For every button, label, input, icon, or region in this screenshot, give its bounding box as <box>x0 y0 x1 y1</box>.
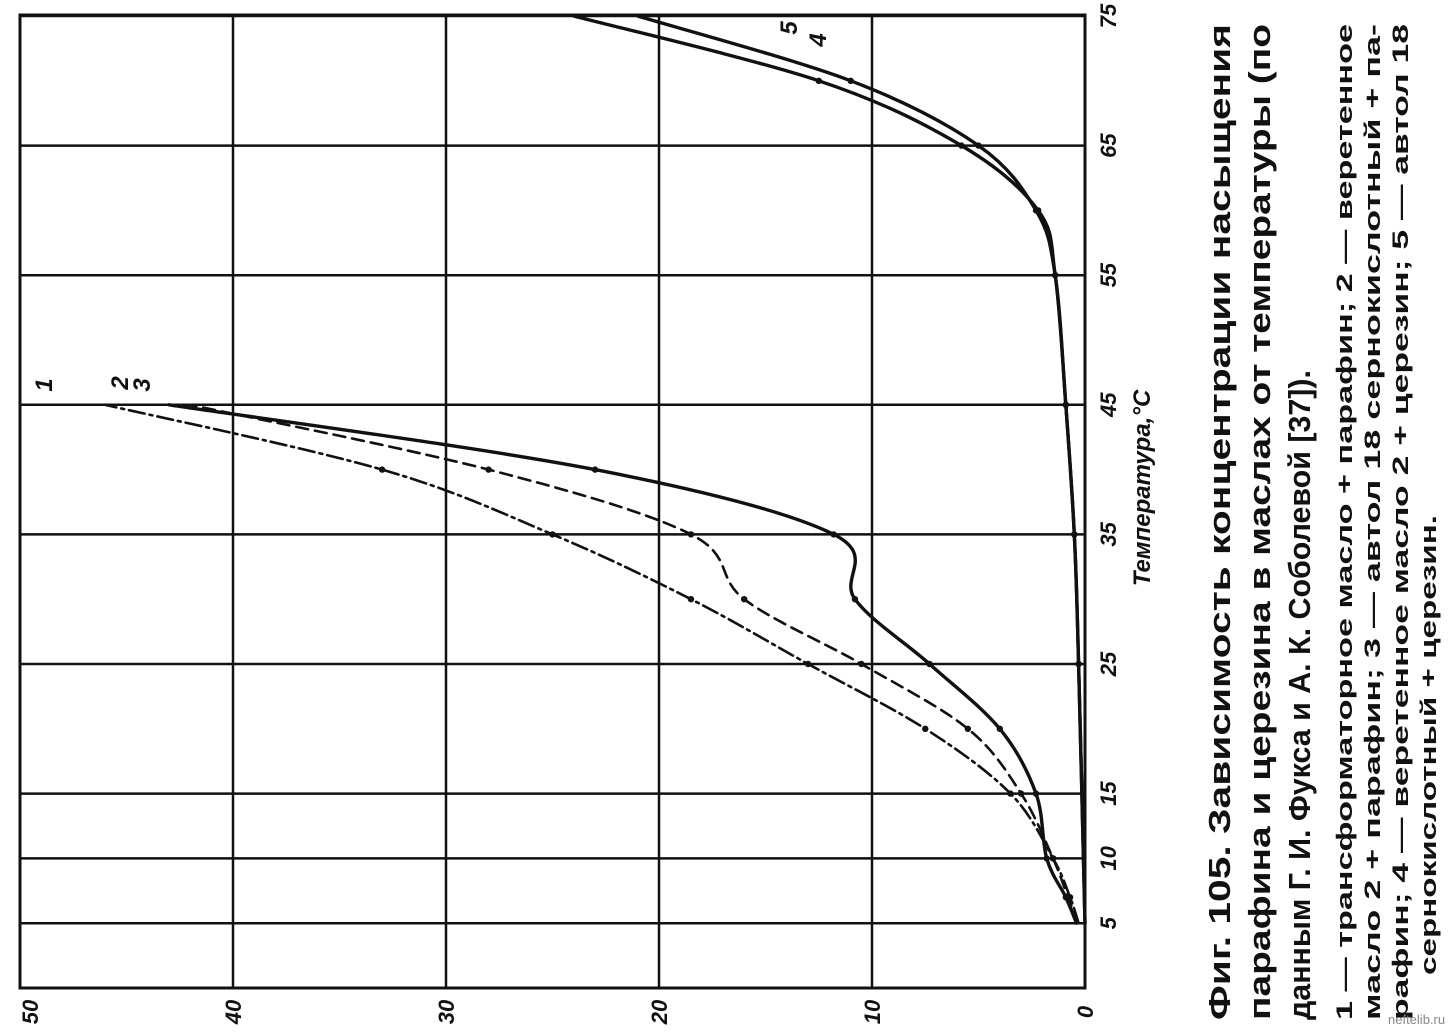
caption-line-3: данным Г. И. Фукса и А. К. Соболевой [37… <box>1282 370 1317 1020</box>
y-tick-label-40: 40 <box>221 999 246 1025</box>
legend-line-1: 1 — трансформаторное масло + парафин; 2 … <box>1332 24 1357 1020</box>
data-point-5-5 <box>1034 207 1042 214</box>
series-label-3: 3 <box>129 378 156 392</box>
data-point-4-7 <box>847 77 854 85</box>
data-point-1-7 <box>549 531 556 538</box>
series-lines <box>103 14 1087 925</box>
y-tick-label-30: 30 <box>434 999 459 1024</box>
plot-border <box>18 13 1087 990</box>
data-point-3-4 <box>964 725 972 732</box>
caption-line-2: парафина и церезина в маслах от температ… <box>1242 24 1277 1020</box>
data-point-3-8 <box>485 466 492 473</box>
data-point-5-4 <box>1051 272 1059 279</box>
data-point-1-3 <box>1007 790 1014 797</box>
series-line-5 <box>572 14 1087 925</box>
data-point-2-6 <box>851 596 859 603</box>
data-point-4-6 <box>975 142 982 149</box>
grid-lines <box>20 14 1085 988</box>
series-label-1: 1 <box>31 378 58 391</box>
data-point-2-4 <box>996 725 1003 732</box>
x-tick-label-65: 65 <box>1096 133 1121 158</box>
data-point-1-8 <box>378 466 386 473</box>
x-tick-labels: 5 10 15 25 35 45 55 65 75 <box>1096 3 1121 929</box>
y-tick-label-0: 0 <box>1073 1005 1098 1018</box>
data-point-5-3 <box>1062 401 1070 408</box>
data-point-2-3 <box>1032 790 1040 797</box>
series-line-4 <box>636 14 1087 925</box>
x-tick-label-15: 15 <box>1096 781 1121 806</box>
x-tick-label-10: 10 <box>1096 845 1121 870</box>
y-tick-labels: 0 10 20 30 40 50 <box>18 999 1098 1025</box>
series-labels: 1 23 45 <box>31 21 832 392</box>
plot-frame <box>18 13 1087 990</box>
data-point-2-2 <box>1043 855 1050 862</box>
data-point-1-5 <box>804 660 812 668</box>
x-tick-label-25: 25 <box>1096 651 1121 677</box>
data-point-5-7 <box>815 77 822 85</box>
data-point-3-7 <box>687 531 695 538</box>
x-tick-label-45: 45 <box>1096 392 1121 418</box>
y-tick-label-50: 50 <box>18 999 43 1024</box>
data-point-2-7 <box>830 531 837 538</box>
x-axis-title: Температура,°С <box>1129 389 1156 586</box>
data-point-5-6 <box>958 142 965 149</box>
watermark: neftelib.ru <box>1388 1012 1445 1027</box>
series-label-2: 2 <box>107 376 134 391</box>
data-point-3-1 <box>1064 894 1072 901</box>
data-point-3-6 <box>741 596 748 603</box>
y-tick-label-10: 10 <box>860 999 885 1024</box>
data-point-3-3 <box>1017 790 1025 797</box>
caption: Фиг. 105. Зависимость концентрации насыщ… <box>1202 24 1441 1020</box>
caption-line-1: Фиг. 105. Зависимость концентрации насыщ… <box>1202 24 1237 1020</box>
data-point-1-4 <box>922 725 929 732</box>
data-point-3-5 <box>858 660 865 668</box>
data-point-3-2 <box>1049 855 1057 862</box>
series-label-5: 5 <box>776 21 803 35</box>
data-point-5-1 <box>1075 660 1082 668</box>
x-tick-label-5: 5 <box>1096 916 1121 929</box>
data-point-2-8 <box>591 466 599 473</box>
data-point-5-2 <box>1071 531 1078 538</box>
y-tick-label-20: 20 <box>647 999 672 1025</box>
legend-line-4: сернокислотный + церезин. <box>1416 515 1441 975</box>
series-label-4: 4 <box>805 33 832 47</box>
data-point-1-6 <box>687 596 695 603</box>
x-axis-title-group: Температура,°С <box>1129 389 1156 586</box>
data-point-2-5 <box>926 660 933 668</box>
x-tick-label-35: 35 <box>1096 521 1121 546</box>
x-tick-label-55: 55 <box>1096 262 1121 287</box>
legend-line-2: масло 2 + парафин; 3 — автол 18 сернокис… <box>1360 24 1385 1020</box>
x-tick-label-75: 75 <box>1096 3 1121 28</box>
legend-line-3: рафин; 4 — веретенное масло 2 + церезин;… <box>1388 24 1413 1020</box>
